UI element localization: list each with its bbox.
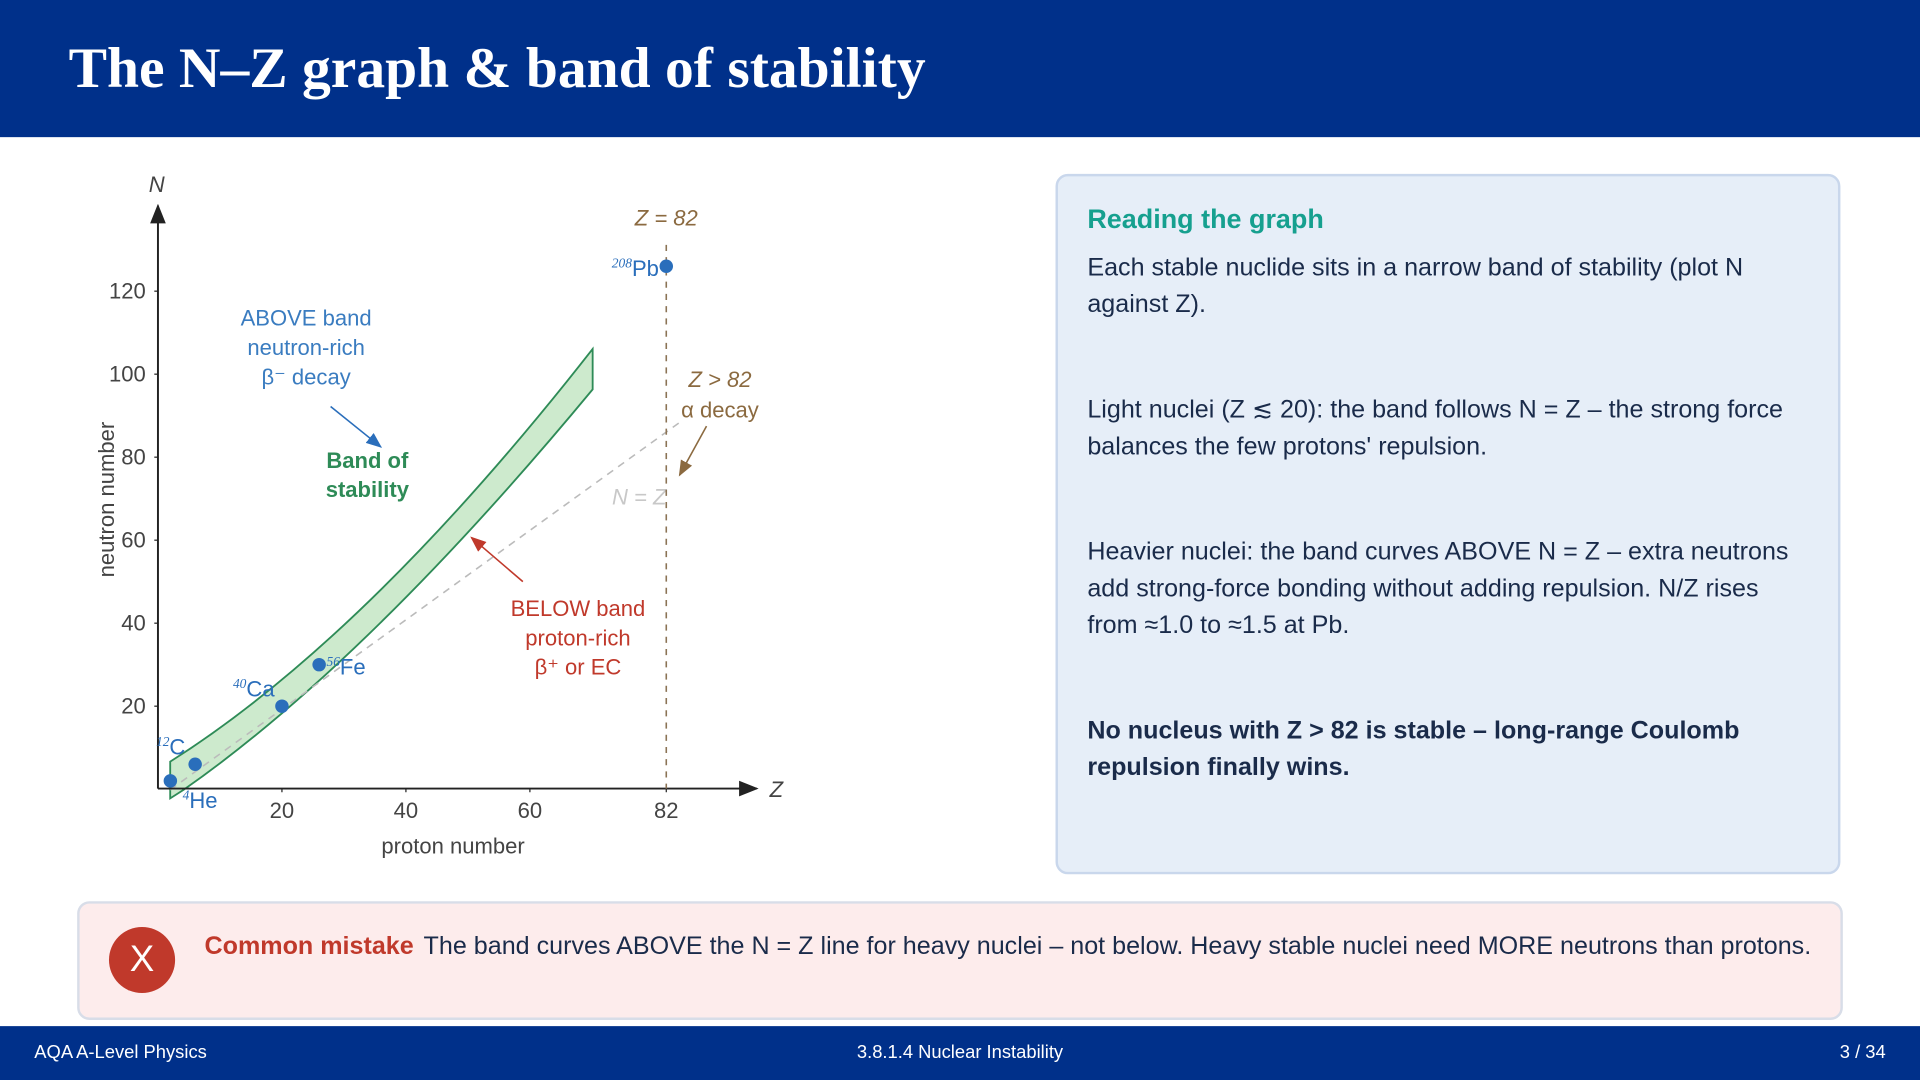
paragraph: No nucleus with Z > 82 is stable – long-… <box>1087 716 1740 782</box>
y-tick-label: 40 <box>121 611 146 636</box>
callout-text: The band curves ABOVE the N = Z line for… <box>423 931 1812 961</box>
element-symbol: He <box>189 788 217 813</box>
mass-number: 4 <box>183 787 190 802</box>
annotation-above: β⁻ decay <box>262 364 351 389</box>
x-tick-label: 60 <box>518 798 543 823</box>
reference-line-label: Z = 82 <box>634 205 698 230</box>
footer-right: 3 / 34 <box>1839 1042 1886 1063</box>
arrow <box>330 405 383 448</box>
arrow <box>678 425 708 477</box>
annotation-alpha: α decay <box>681 398 759 423</box>
point-label: 40Ca <box>233 676 275 702</box>
info-panel: Reading the graph Each stable nuclide si… <box>1055 173 1841 875</box>
point-label: 4He <box>183 787 218 813</box>
element-symbol: Ca <box>246 676 275 701</box>
callout-body: Common mistake The band curves ABOVE the … <box>204 928 1820 965</box>
x-tick-label: 82 <box>654 798 679 823</box>
mass-number: 208 <box>612 255 632 270</box>
point-label: 12C <box>156 734 185 760</box>
annotation-n-equals-z: N = Z <box>612 484 668 509</box>
mass-number: 40 <box>233 676 247 691</box>
point-label: 56Fe <box>326 654 365 680</box>
title: The N–Z graph & band of stability <box>68 36 926 101</box>
panel-heading: Reading the graph <box>1087 203 1324 234</box>
footer-center: 3.8.1.4 Nuclear Instability <box>856 1042 1064 1063</box>
callout-icon: X <box>108 926 176 994</box>
band-of-stability <box>169 346 594 801</box>
paragraph: Each stable nuclide sits in a narrow ban… <box>1087 253 1744 319</box>
callout-label: Common mistake <box>204 931 414 961</box>
data-point <box>659 259 674 274</box>
annotation-alpha: Z > 82 <box>687 367 751 392</box>
annotation-above: neutron-rich <box>247 335 365 360</box>
callout: X Common mistake The band curves ABOVE th… <box>77 901 1843 1021</box>
arrow <box>470 536 524 583</box>
n-equals-z-line <box>169 421 681 791</box>
data-point <box>312 657 326 672</box>
y-tick-label: 100 <box>109 362 146 387</box>
y-tick-label: 20 <box>121 694 146 719</box>
x-tick-label: 20 <box>270 798 295 823</box>
element-symbol: C <box>169 734 185 759</box>
paragraph: Light nuclei (Z ≲ 20): the band follows … <box>1087 395 1784 461</box>
annotation-above: ABOVE band <box>241 306 372 331</box>
x-axis-symbol: Z <box>769 777 785 802</box>
x-axis-label: proton number <box>381 833 524 858</box>
data-point <box>163 774 178 788</box>
annotation-band: Band of <box>326 448 409 473</box>
y-axis-symbol: N <box>149 172 165 197</box>
x-tick-label: 40 <box>394 798 419 823</box>
y-axis-label: neutron number <box>94 422 119 578</box>
annotation-below: BELOW band <box>511 596 646 621</box>
element-symbol: Pb <box>632 256 659 281</box>
annotation-band: stability <box>326 477 410 502</box>
chart: N Z proton number neutron number ABOVE b… <box>94 172 785 858</box>
paragraph: Heavier nuclei: the band curves ABOVE N … <box>1087 537 1789 640</box>
annotation-below: proton-rich <box>525 625 630 650</box>
footer-left: AQA A-Level Physics <box>34 1042 207 1063</box>
mass-number: 12 <box>156 734 170 749</box>
data-point <box>188 757 202 772</box>
element-symbol: Fe <box>340 654 366 679</box>
mass-number: 56 <box>326 654 340 669</box>
y-tick-label: 120 <box>109 279 146 304</box>
y-tick-label: 60 <box>121 528 146 553</box>
footer: AQA A-Level Physics 3.8.1.4 Nuclear Inst… <box>0 1026 1920 1080</box>
y-tick-label: 80 <box>121 445 146 470</box>
header: The N–Z graph & band of stability <box>0 0 1920 138</box>
data-point <box>275 699 289 713</box>
annotation-below: β⁺ or EC <box>535 655 622 680</box>
point-label: 208Pb <box>612 255 659 281</box>
